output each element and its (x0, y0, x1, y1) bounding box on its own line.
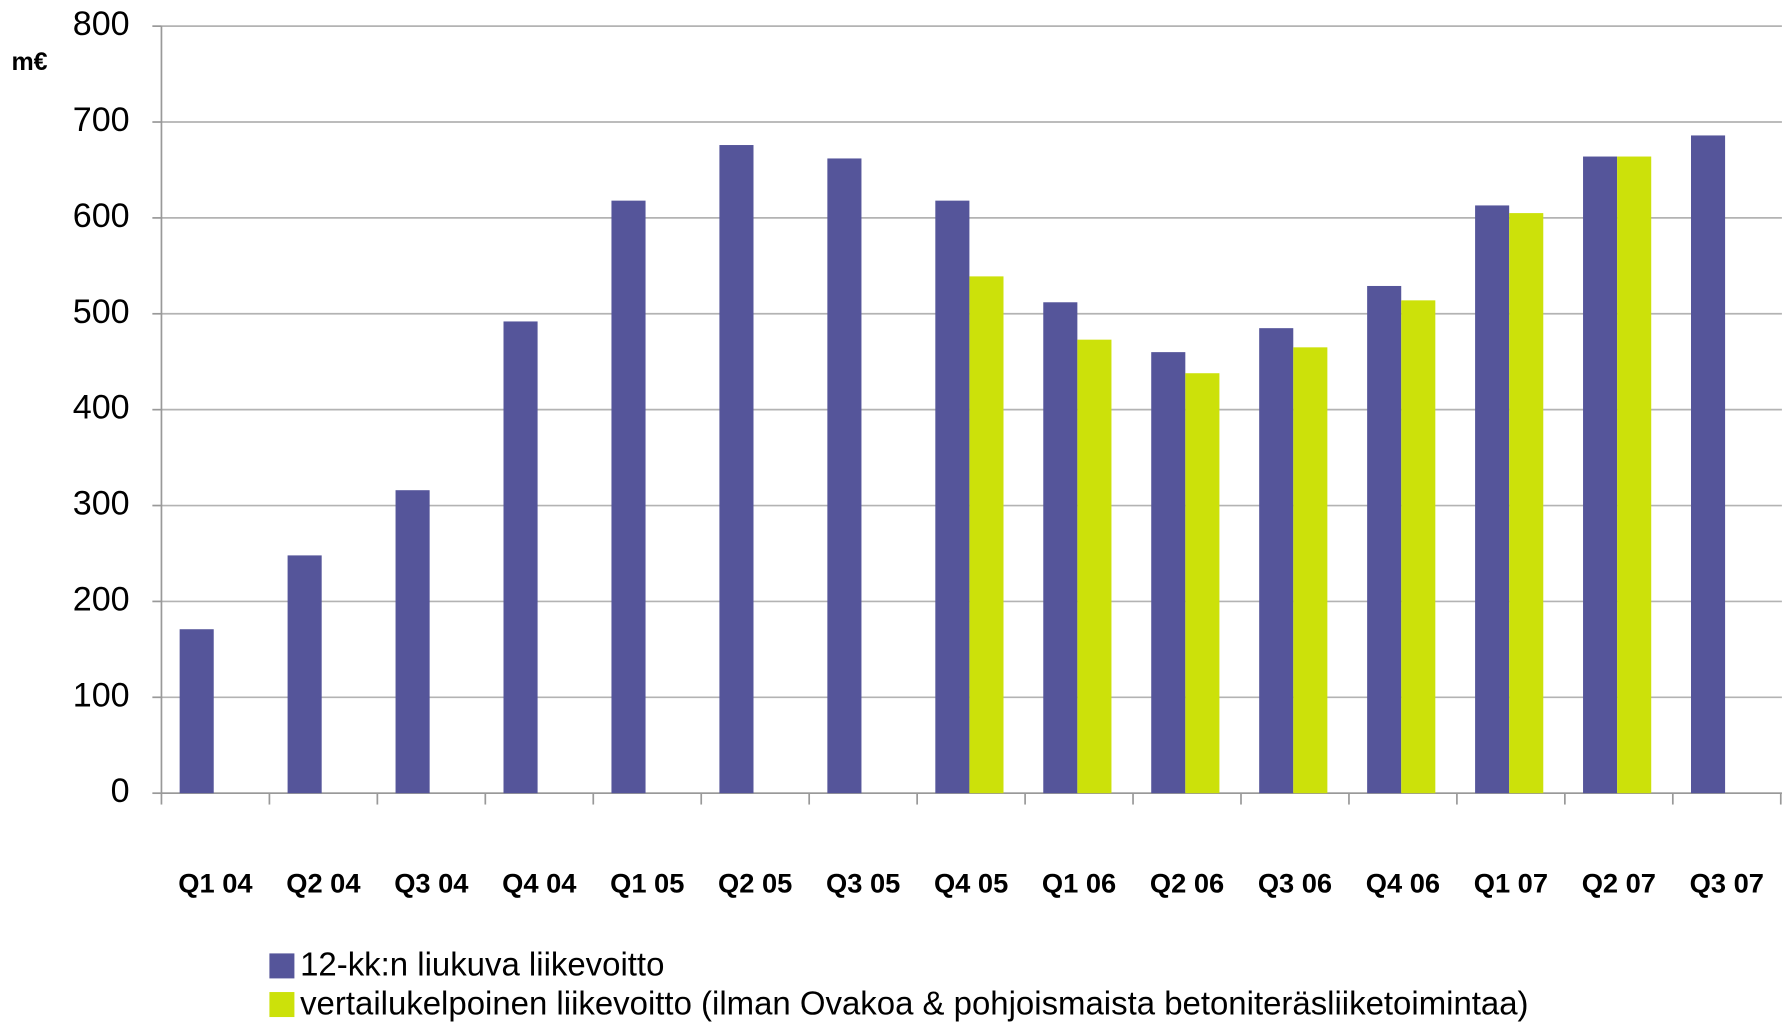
y-tick-label: 500 (73, 293, 130, 331)
bar (719, 145, 754, 794)
x-tick-label: Q4 05 (934, 867, 1008, 898)
y-tick-label: 600 (73, 197, 130, 235)
bar (827, 158, 862, 794)
x-tick-label: Q1 04 (178, 867, 253, 898)
bar (1583, 156, 1618, 794)
bar (1259, 328, 1294, 794)
y-tick-label: 400 (73, 389, 130, 427)
y-tick-label: 200 (73, 580, 130, 618)
bar (1691, 135, 1726, 794)
y-tick-label: 0 (111, 772, 130, 810)
bar (179, 629, 214, 794)
bar (1475, 205, 1510, 794)
x-tick-label: Q2 06 (1150, 867, 1224, 898)
bar (611, 200, 646, 794)
bar (1151, 352, 1186, 794)
bar (1617, 156, 1652, 794)
y-axis-label: m€ (11, 48, 47, 76)
bar (935, 200, 970, 794)
legend-swatch (269, 953, 295, 979)
bar (1367, 285, 1402, 794)
x-tick-label: Q2 05 (718, 867, 792, 898)
x-tick-label: Q1 06 (1042, 867, 1116, 898)
legend-label: 12-kk:n liukuva liikevoitto (300, 946, 664, 983)
y-tick-label: 100 (73, 676, 130, 714)
x-tick-label: Q3 06 (1258, 867, 1332, 898)
bar (1077, 339, 1112, 794)
bar (1401, 300, 1436, 794)
bar (395, 490, 430, 794)
y-tick-label: 700 (73, 101, 130, 139)
x-tick-label: Q3 04 (394, 867, 469, 898)
bar (969, 276, 1004, 794)
y-tick-label: 800 (73, 5, 130, 43)
bar (1185, 373, 1220, 794)
x-tick-label: Q3 07 (1690, 867, 1764, 898)
x-tick-label: Q1 05 (610, 867, 684, 898)
bar (503, 321, 538, 794)
x-tick-label: Q1 07 (1474, 867, 1548, 898)
bar (1509, 213, 1544, 794)
y-tick-label: 300 (73, 485, 130, 523)
legend-label: vertailukelpoinen liikevoitto (ilman Ova… (300, 984, 1528, 1021)
bar (1043, 302, 1078, 794)
x-tick-label: Q4 06 (1366, 867, 1440, 898)
bar (1293, 347, 1328, 794)
x-tick-label: Q2 04 (286, 867, 361, 898)
legend-swatch (269, 992, 295, 1018)
x-tick-label: Q3 05 (826, 867, 900, 898)
x-tick-label: Q2 07 (1582, 867, 1656, 898)
bar (287, 555, 322, 794)
x-tick-label: Q4 04 (502, 867, 577, 898)
